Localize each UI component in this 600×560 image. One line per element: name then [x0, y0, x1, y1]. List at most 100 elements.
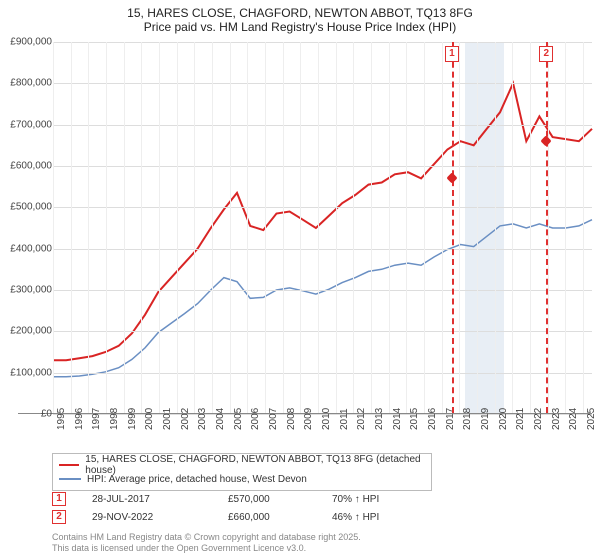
x-gridline [389, 42, 390, 413]
x-axis-label: 2013 [374, 408, 385, 430]
marker-price: £660,000 [228, 512, 316, 523]
y-gridline [53, 207, 592, 208]
x-gridline [212, 42, 213, 413]
x-gridline [177, 42, 178, 413]
x-axis-label: 2003 [197, 408, 208, 430]
y-axis-label: £800,000 [4, 78, 52, 89]
x-axis-label: 2022 [533, 408, 544, 430]
x-axis-label: 2015 [409, 408, 420, 430]
y-gridline [53, 83, 592, 84]
x-gridline [565, 42, 566, 413]
x-axis-label: 2012 [356, 408, 367, 430]
x-axis-label: 1995 [56, 408, 67, 430]
marker-line [546, 42, 548, 413]
x-axis-label: 2017 [445, 408, 456, 430]
x-gridline [530, 42, 531, 413]
x-gridline [53, 42, 54, 413]
plot-area: £0£100,000£200,000£300,000£400,000£500,0… [18, 42, 592, 414]
x-axis-label: 2020 [498, 408, 509, 430]
x-axis-label: 2024 [568, 408, 579, 430]
x-gridline [424, 42, 425, 413]
x-gridline [265, 42, 266, 413]
x-gridline [459, 42, 460, 413]
legend-label-blue: HPI: Average price, detached house, West… [87, 474, 307, 485]
legend-swatch-blue [59, 478, 81, 480]
x-gridline [512, 42, 513, 413]
x-axis-label: 2021 [515, 408, 526, 430]
x-gridline [141, 42, 142, 413]
y-axis-label: £900,000 [4, 37, 52, 48]
x-gridline [230, 42, 231, 413]
chart-title-line1: 15, HARES CLOSE, CHAGFORD, NEWTON ABBOT,… [0, 6, 600, 20]
x-gridline [194, 42, 195, 413]
x-axis-label: 2019 [480, 408, 491, 430]
marker-hpi-delta: 70% ↑ HPI [332, 494, 452, 505]
x-gridline [159, 42, 160, 413]
x-gridline [318, 42, 319, 413]
x-gridline [442, 42, 443, 413]
x-gridline [124, 42, 125, 413]
y-gridline [53, 42, 592, 43]
x-gridline [336, 42, 337, 413]
legend-swatch-red [59, 464, 79, 466]
x-gridline [71, 42, 72, 413]
marker-legend: 1 28-JUL-2017 £570,000 70% ↑ HPI 2 29-NO… [52, 490, 552, 526]
x-gridline [283, 42, 284, 413]
x-axis-label: 2023 [551, 408, 562, 430]
y-axis-label: £300,000 [4, 285, 52, 296]
x-axis-label: 1998 [109, 408, 120, 430]
y-axis-label: £0 [4, 409, 52, 420]
y-gridline [53, 249, 592, 250]
marker-date: 29-NOV-2022 [92, 512, 212, 523]
y-gridline [53, 290, 592, 291]
y-axis-label: £200,000 [4, 326, 52, 337]
x-gridline [583, 42, 584, 413]
x-gridline [371, 42, 372, 413]
x-axis-label: 1999 [127, 408, 138, 430]
marker-legend-row: 2 29-NOV-2022 £660,000 46% ↑ HPI [52, 508, 552, 526]
x-gridline [88, 42, 89, 413]
x-axis-label: 2025 [586, 408, 597, 430]
x-axis-label: 2004 [215, 408, 226, 430]
y-axis-label: £700,000 [4, 119, 52, 130]
x-axis-label: 2008 [286, 408, 297, 430]
y-gridline [53, 373, 592, 374]
y-axis-label: £100,000 [4, 367, 52, 378]
marker-flag-icon: 2 [52, 510, 66, 524]
x-gridline [106, 42, 107, 413]
x-axis-label: 2014 [392, 408, 403, 430]
x-axis-label: 2001 [162, 408, 173, 430]
marker-flag-icon: 1 [52, 492, 66, 506]
x-axis-label: 2010 [321, 408, 332, 430]
legend-box: 15, HARES CLOSE, CHAGFORD, NEWTON ABBOT,… [52, 453, 432, 491]
x-axis-label: 1996 [74, 408, 85, 430]
marker-flag: 2 [539, 46, 553, 62]
y-gridline [53, 331, 592, 332]
chart-title-line2: Price paid vs. HM Land Registry's House … [0, 20, 600, 34]
marker-hpi-delta: 46% ↑ HPI [332, 512, 452, 523]
footer-line1: Contains HM Land Registry data © Crown c… [52, 532, 361, 543]
x-gridline [406, 42, 407, 413]
x-axis-label: 2016 [427, 408, 438, 430]
y-axis-label: £600,000 [4, 161, 52, 172]
x-gridline [247, 42, 248, 413]
marker-date: 28-JUL-2017 [92, 494, 212, 505]
chart-lines-svg [53, 42, 592, 414]
x-axis-label: 2007 [268, 408, 279, 430]
x-axis-label: 2009 [303, 408, 314, 430]
x-gridline [300, 42, 301, 413]
x-axis-label: 2018 [462, 408, 473, 430]
y-axis-label: £500,000 [4, 202, 52, 213]
footer-line2: This data is licensed under the Open Gov… [52, 543, 361, 554]
footer-attribution: Contains HM Land Registry data © Crown c… [52, 532, 361, 554]
marker-line [452, 42, 454, 413]
y-gridline [53, 125, 592, 126]
x-axis-label: 2002 [180, 408, 191, 430]
y-axis-label: £400,000 [4, 243, 52, 254]
marker-flag: 1 [445, 46, 459, 62]
x-gridline [477, 42, 478, 413]
x-gridline [353, 42, 354, 413]
series-line-blue [53, 220, 592, 377]
marker-price: £570,000 [228, 494, 316, 505]
x-axis-label: 2006 [250, 408, 261, 430]
